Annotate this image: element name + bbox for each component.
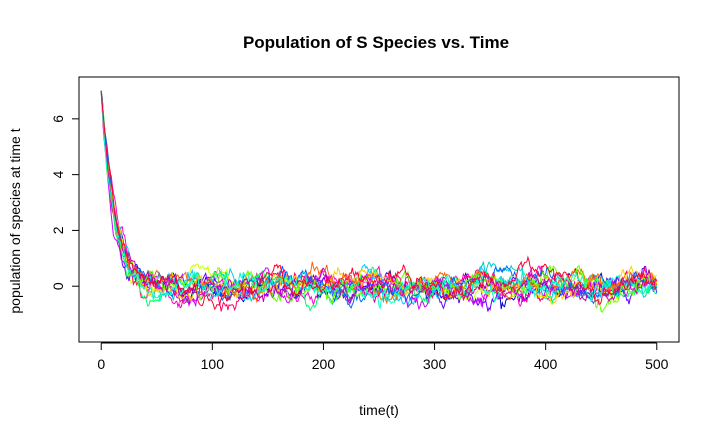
series-line xyxy=(100,90,658,305)
x-tick-label: 500 xyxy=(645,356,669,372)
x-tick-label: 100 xyxy=(201,356,225,372)
y-tick-label: 0 xyxy=(50,282,66,290)
x-tick-label: 200 xyxy=(312,356,336,372)
x-tick-label: 0 xyxy=(97,356,105,372)
series-line xyxy=(100,90,658,309)
y-axis-label: population of species at time t xyxy=(7,128,23,313)
x-axis-label: time(t) xyxy=(359,402,399,418)
y-tick-label: 2 xyxy=(50,226,66,234)
y-tick-label: 4 xyxy=(50,171,66,179)
y-axis: 0 2 4 6 xyxy=(50,115,80,290)
series-line xyxy=(100,90,658,304)
y-tick-label: 6 xyxy=(50,115,66,123)
chart-title: Population of S Species vs. Time xyxy=(243,33,509,52)
x-tick-label: 400 xyxy=(534,356,558,372)
series-line xyxy=(100,90,657,304)
series-line xyxy=(100,90,658,310)
x-axis: 0 100 200 300 400 500 xyxy=(97,342,669,372)
series-group xyxy=(100,90,658,313)
series-line xyxy=(100,90,658,311)
x-tick-label: 300 xyxy=(423,356,447,372)
